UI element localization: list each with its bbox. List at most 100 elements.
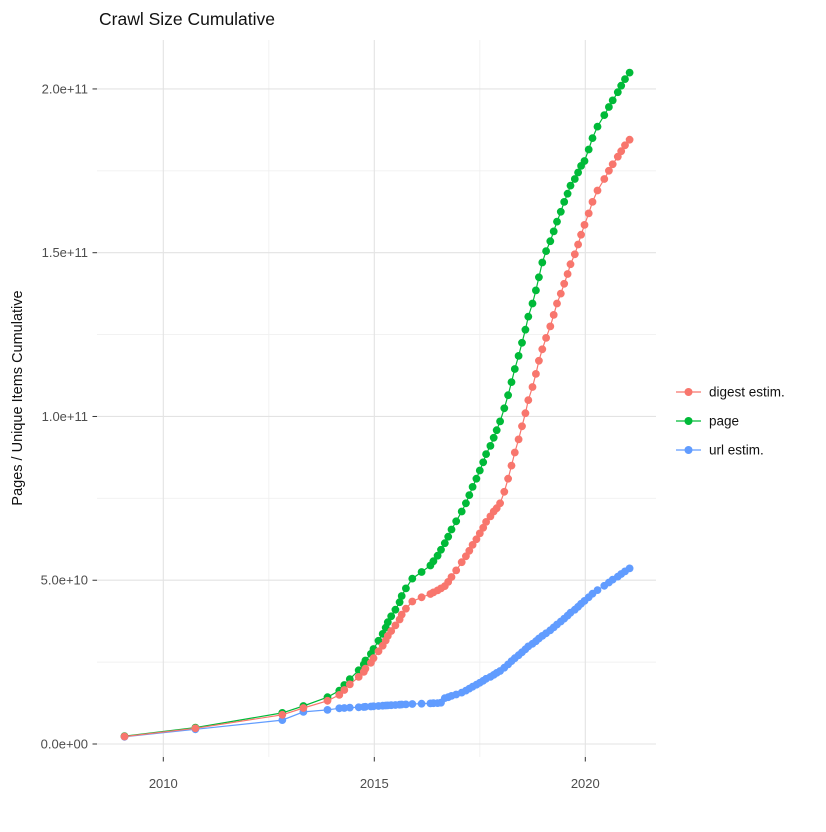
data-point — [383, 618, 392, 627]
data-point — [524, 312, 533, 321]
data-point — [625, 564, 634, 573]
data-point — [335, 691, 344, 699]
data-point — [588, 134, 597, 143]
data-point — [593, 122, 602, 131]
data-point — [492, 426, 501, 435]
data-point — [479, 523, 488, 532]
data-point — [417, 699, 426, 708]
data-point — [475, 466, 484, 475]
data-point — [323, 706, 332, 714]
y-tick-label: 1.0e+11 — [42, 409, 88, 424]
data-point — [549, 227, 558, 236]
data-point — [514, 435, 523, 444]
data-series — [120, 68, 634, 741]
y-axis-title: Pages / Unique Items Cumulative — [10, 290, 26, 505]
data-point — [563, 189, 572, 198]
x-tick-label: 2010 — [149, 776, 178, 791]
data-point — [374, 647, 383, 656]
legend-item-url: url estim. — [676, 443, 764, 458]
data-point — [556, 207, 565, 216]
x-tick-label: 2020 — [571, 776, 600, 791]
data-point — [532, 286, 540, 295]
data-point — [556, 289, 565, 298]
data-point — [447, 525, 456, 534]
legend-item-page: page — [676, 414, 739, 429]
data-point — [542, 247, 550, 256]
data-point — [457, 507, 466, 516]
data-point — [538, 345, 547, 354]
data-point — [535, 273, 543, 282]
legend-label-page: page — [709, 414, 739, 429]
data-point — [408, 700, 417, 708]
data-point — [563, 270, 572, 278]
legend: digest estim. page url estim. — [676, 385, 785, 458]
data-point — [482, 450, 490, 458]
data-point — [546, 237, 555, 246]
data-point — [549, 311, 558, 319]
data-point — [566, 181, 575, 190]
data-point — [120, 732, 129, 741]
data-point — [521, 409, 530, 418]
data-point — [408, 574, 417, 583]
legend-label-url: url estim. — [709, 443, 764, 458]
legend-key-point-url — [684, 446, 693, 454]
data-point — [553, 217, 561, 226]
data-point — [496, 417, 504, 426]
data-point — [354, 673, 363, 681]
data-point — [402, 584, 410, 593]
data-point — [472, 474, 481, 483]
data-point — [447, 573, 456, 581]
data-point — [574, 240, 582, 249]
data-point — [402, 604, 410, 613]
data-point — [429, 557, 438, 566]
data-point — [588, 198, 597, 206]
data-point — [574, 168, 582, 177]
data-point — [560, 198, 569, 206]
data-point — [584, 209, 593, 218]
data-point — [621, 141, 629, 150]
data-point — [345, 703, 354, 712]
data-point — [340, 686, 349, 694]
legend-key-point-digest — [684, 388, 693, 396]
data-point — [402, 700, 410, 709]
y-tick-label: 1.5e+11 — [42, 245, 88, 260]
data-point — [608, 96, 617, 105]
data-point — [518, 338, 526, 347]
data-point — [617, 81, 626, 90]
data-point — [625, 135, 634, 144]
data-point — [465, 491, 474, 499]
data-point — [528, 383, 537, 391]
data-point — [584, 145, 593, 154]
data-point — [472, 535, 481, 544]
data-point — [514, 352, 523, 360]
data-point — [369, 654, 378, 663]
data-point — [538, 258, 547, 267]
data-point — [468, 483, 477, 491]
data-point — [475, 529, 484, 538]
data-point — [397, 610, 406, 619]
data-point — [518, 422, 526, 431]
data-point — [593, 186, 602, 195]
data-point — [600, 111, 609, 119]
y-tick-label: 5.0e+10 — [41, 573, 88, 588]
data-point — [570, 175, 579, 183]
data-point — [504, 391, 512, 400]
data-point — [391, 605, 400, 614]
legend-label-digest: digest estim. — [709, 385, 785, 400]
data-point — [528, 299, 537, 308]
data-point — [468, 541, 477, 549]
axis-ticks-and-labels: 0.0e+00 5.0e+10 1.0e+11 1.5e+11 2.0e+11 2010 2… — [41, 81, 600, 791]
data-point — [191, 724, 200, 733]
series-line-page — [124, 72, 631, 737]
y-tick-label: 0.0e+00 — [41, 737, 88, 752]
data-point — [408, 597, 417, 606]
data-point — [452, 517, 461, 526]
chart-title: Crawl Size Cumulative — [99, 9, 275, 29]
data-point — [391, 621, 400, 630]
data-point — [546, 322, 555, 331]
data-point — [580, 157, 589, 165]
data-point — [608, 160, 617, 169]
data-point — [361, 702, 370, 711]
data-point — [489, 433, 498, 442]
